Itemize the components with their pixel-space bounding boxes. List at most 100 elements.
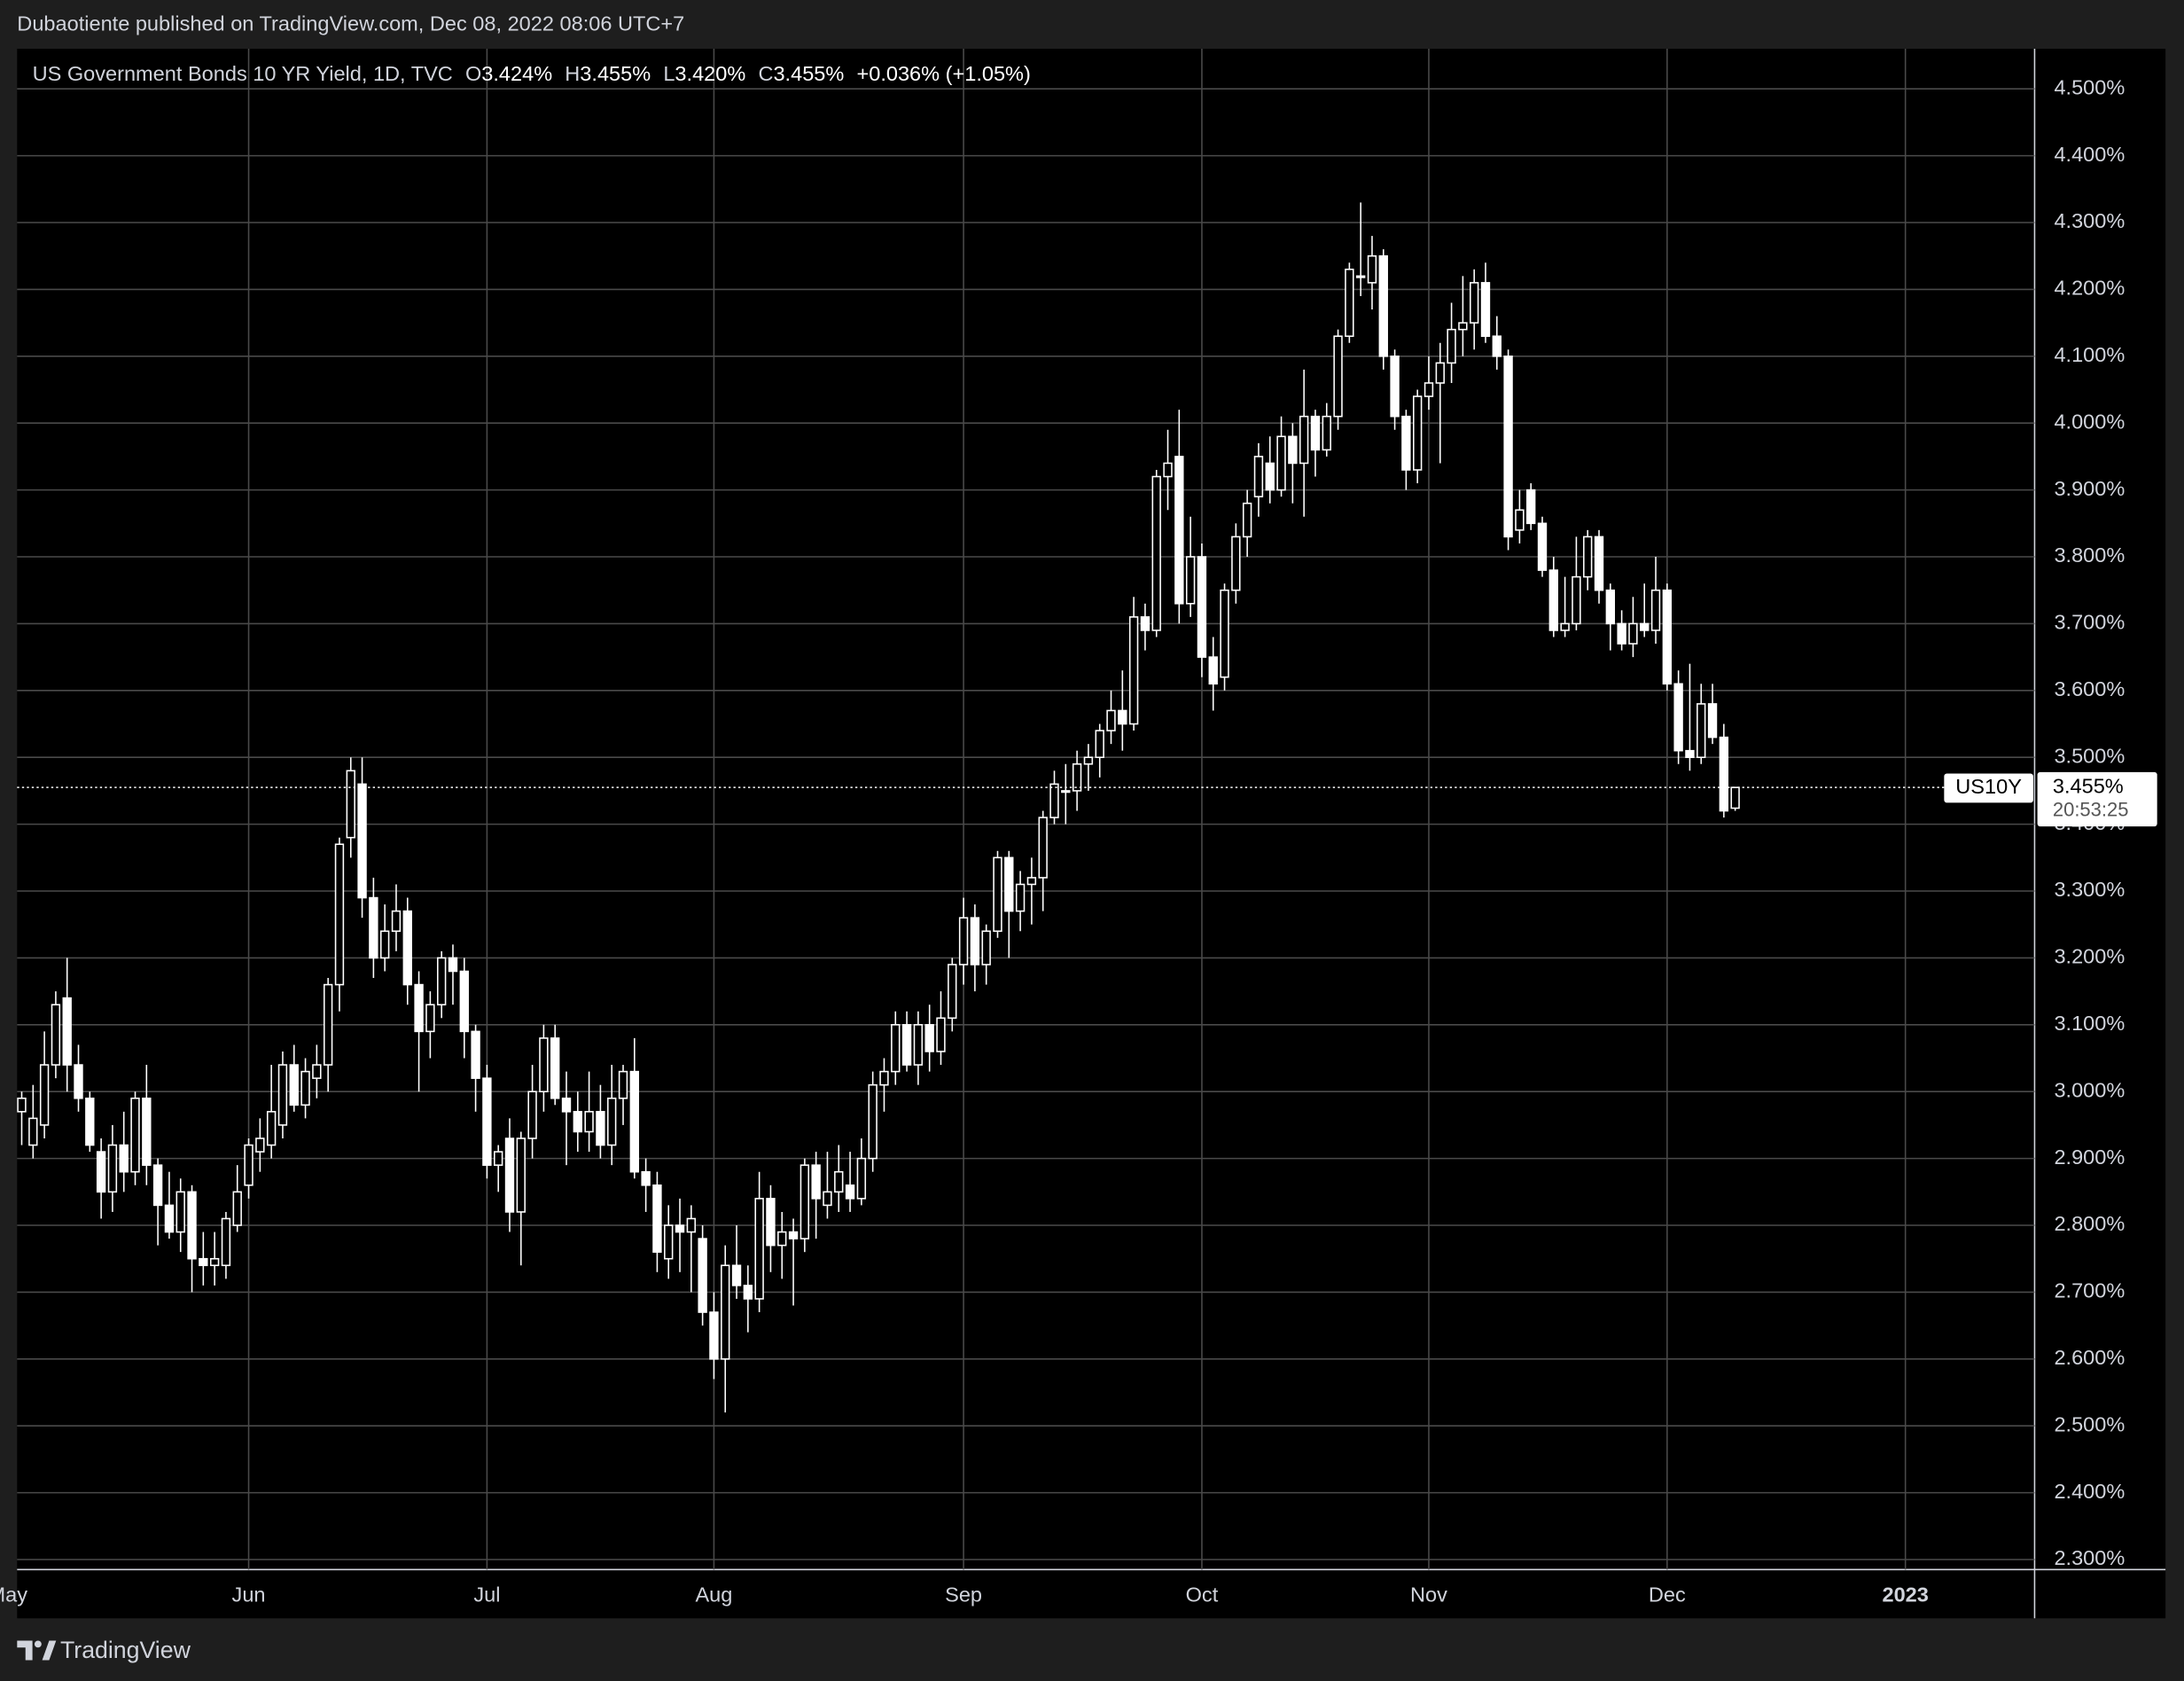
candle-body: [1208, 656, 1218, 685]
candle-body: [277, 1064, 288, 1126]
candle-body: [1617, 622, 1626, 645]
candle-body: [1447, 328, 1456, 364]
y-tick-label: 4.200%: [2054, 277, 2125, 300]
candle-body: [1719, 736, 1729, 812]
candle-body: [901, 1024, 912, 1066]
candle-body: [1367, 254, 1377, 284]
candle-body: [924, 1024, 934, 1052]
candle-body: [698, 1238, 707, 1313]
candle-body: [357, 783, 367, 899]
candle-body: [1026, 877, 1037, 886]
y-tick-label: 4.100%: [2054, 343, 2125, 366]
candle-body: [1537, 522, 1548, 571]
candle-body: [868, 1083, 878, 1160]
candle-body: [1015, 883, 1026, 912]
candle-body: [970, 917, 980, 966]
candle-body: [1548, 569, 1558, 631]
candle-body: [1628, 622, 1638, 645]
candle-body: [425, 1004, 435, 1033]
y-tick-label: 3.700%: [2054, 611, 2125, 634]
candle-body: [164, 1204, 175, 1233]
candle-body: [448, 957, 458, 973]
candle-body: [1673, 683, 1683, 752]
candle-body: [1503, 356, 1513, 538]
y-tick-label: 3.600%: [2054, 677, 2125, 700]
candle-body: [1560, 622, 1570, 631]
logo-mark: [17, 1640, 33, 1661]
candle-body: [993, 856, 1002, 933]
legend-value: 3.420%: [675, 62, 745, 85]
brand-name: TradingView: [60, 1637, 191, 1663]
candle-body: [1231, 536, 1241, 591]
x-tick-label: Aug: [695, 1583, 732, 1606]
candle-body: [1696, 703, 1706, 759]
candle-body: [1299, 415, 1309, 465]
candle-body: [686, 1217, 697, 1233]
y-tick-label: 3.300%: [2054, 878, 2125, 901]
y-tick-label: 2.900%: [2054, 1145, 2125, 1169]
candle-body: [232, 1191, 242, 1226]
candle-body: [187, 1191, 197, 1260]
candle-body: [1128, 616, 1139, 725]
y-tick-label: 2.800%: [2054, 1212, 2125, 1235]
candle-body: [334, 843, 345, 986]
candle-body: [834, 1170, 844, 1193]
candle-body: [369, 896, 378, 959]
y-tick-label: 2.300%: [2054, 1546, 2125, 1569]
x-tick-label: May: [0, 1583, 27, 1606]
candle-body: [1276, 435, 1286, 491]
candle-body: [1378, 254, 1388, 357]
y-tick-label: 3.500%: [2054, 744, 2125, 767]
candle-body: [958, 917, 969, 966]
y-tick-label: 4.300%: [2054, 209, 2125, 232]
candle-body: [1004, 856, 1014, 912]
candle-body: [1118, 709, 1127, 725]
legend-value: 3.424%: [481, 62, 552, 85]
candle-body: [913, 1024, 924, 1066]
candle-body: [652, 1184, 662, 1253]
candle-body: [1288, 435, 1298, 465]
y-tick-label: 3.200%: [2054, 945, 2125, 968]
candle-body: [119, 1144, 129, 1173]
candle-body: [675, 1224, 685, 1233]
candle-body: [1061, 790, 1071, 794]
candle-body: [1310, 415, 1321, 451]
x-tick-label: Nov: [1410, 1583, 1447, 1606]
y-tick-label: 2.500%: [2054, 1412, 2125, 1435]
legend-key: C: [758, 62, 773, 85]
candle-body: [62, 997, 72, 1066]
candle-body: [1650, 589, 1661, 631]
candle-body: [766, 1198, 776, 1247]
candle-body: [1140, 616, 1150, 631]
y-tick-label: 4.400%: [2054, 143, 2125, 166]
candle-body: [17, 1097, 27, 1113]
candle-body: [641, 1170, 651, 1186]
candle-body: [1072, 762, 1082, 792]
candle-body: [664, 1224, 674, 1260]
legend-change: +0.036% (+1.05%): [856, 62, 1030, 85]
candle-body: [845, 1184, 855, 1200]
candles: [17, 202, 1740, 1413]
candle-body: [1605, 589, 1616, 625]
candle-body: [107, 1144, 118, 1193]
candle-body: [1322, 415, 1331, 451]
candle-body: [1220, 589, 1229, 678]
candle-body: [199, 1257, 208, 1267]
candle-body: [1038, 817, 1048, 879]
candle-body: [1333, 335, 1343, 418]
brand-logo: TradingView: [17, 1637, 191, 1663]
candle-body: [402, 910, 412, 986]
candle-body: [323, 983, 333, 1066]
countdown-label: 20:53:25: [2053, 799, 2129, 821]
logo-mark: [42, 1640, 57, 1661]
candle-body: [629, 1070, 640, 1173]
symbol-label: US10Y: [1955, 775, 2022, 798]
candle-body: [709, 1311, 719, 1360]
candle-body: [1163, 462, 1173, 478]
candle-body: [1572, 575, 1581, 625]
candle-body: [289, 1064, 299, 1106]
legend-value: 3.455%: [580, 62, 651, 85]
legend-symbol: US Government Bonds 10 YR Yield, 1D, TVC: [33, 62, 453, 85]
candle-body: [936, 1017, 946, 1052]
